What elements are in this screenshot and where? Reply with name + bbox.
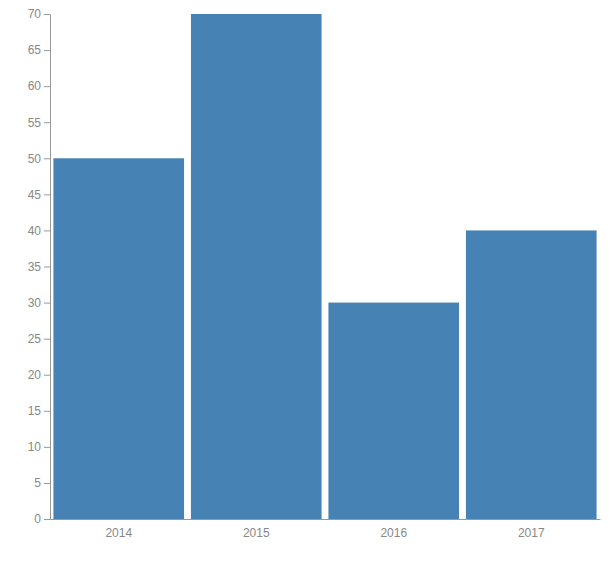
y-tick: 65: [28, 43, 50, 57]
y-tick: 45: [28, 188, 50, 202]
x-tick-label: 2014: [105, 526, 132, 540]
y-tick-label: 10: [28, 440, 42, 454]
y-tick-mark: [44, 267, 50, 268]
y-tick-label: 45: [28, 188, 42, 202]
y-axis-line: [44, 15, 51, 520]
x-axis: 2014 2015 2016 2017: [51, 519, 601, 540]
bar: [466, 230, 597, 519]
y-tick: 30: [28, 296, 50, 310]
y-tick: 70: [28, 7, 50, 21]
y-tick: 50: [28, 152, 50, 166]
y-tick: 40: [28, 224, 50, 238]
y-tick: 60: [28, 79, 50, 93]
y-tick-mark: [44, 122, 50, 123]
x-tick: 2014: [105, 519, 132, 540]
bar: [53, 158, 184, 519]
y-tick-label: 65: [28, 43, 42, 57]
y-tick-mark: [44, 375, 50, 376]
y-tick: 55: [28, 116, 50, 130]
y-tick: 25: [28, 332, 50, 346]
bar: [191, 14, 322, 519]
y-tick-label: 0: [34, 512, 41, 526]
y-tick-label: 35: [28, 260, 42, 274]
y-tick-mark: [44, 447, 50, 448]
plot: 0 5 10 15 20 25 30 35 40 45 50 55 60 65 70 2014 2015 2016…: [28, 7, 601, 539]
y-tick-mark: [44, 14, 50, 15]
x-tick: 2017: [518, 519, 545, 540]
bars: [53, 14, 596, 519]
y-tick-label: 20: [28, 368, 42, 382]
y-tick-mark: [44, 194, 50, 195]
y-tick-mark: [44, 339, 50, 340]
y-tick-mark: [44, 86, 50, 87]
y-tick-label: 5: [34, 476, 41, 490]
y-tick-label: 40: [28, 224, 42, 238]
y-tick-mark: [44, 519, 50, 520]
x-axis-line: [51, 519, 601, 520]
y-tick-mark: [44, 411, 50, 412]
y-tick-mark: [44, 158, 50, 159]
y-tick: 0: [34, 512, 50, 526]
chart: 0 5 10 15 20 25 30 35 40 45 50 55 60 65 70 2014 2015 2016…: [0, 0, 616, 562]
y-tick-label: 50: [28, 152, 42, 166]
y-tick-mark: [44, 230, 50, 231]
x-tick-label: 2017: [518, 526, 545, 540]
y-tick: 15: [28, 404, 50, 418]
y-tick-label: 25: [28, 332, 42, 346]
y-axis: 0 5 10 15 20 25 30 35 40 45 50 55 60 65 70: [28, 7, 51, 526]
y-tick: 5: [34, 476, 50, 490]
y-tick-label: 15: [28, 404, 42, 418]
x-tick: 2016: [380, 519, 407, 540]
y-tick-mark: [44, 50, 50, 51]
y-tick-mark: [44, 303, 50, 304]
bar: [328, 303, 459, 519]
x-tick: 2015: [243, 519, 270, 540]
x-tick-label: 2015: [243, 526, 270, 540]
y-tick: 10: [28, 440, 50, 454]
y-tick-mark: [44, 483, 50, 484]
y-tick-label: 70: [28, 7, 42, 21]
y-tick: 20: [28, 368, 50, 382]
y-tick-label: 55: [28, 116, 42, 130]
y-tick: 35: [28, 260, 50, 274]
x-tick-label: 2016: [380, 526, 407, 540]
y-tick-label: 30: [28, 296, 42, 310]
y-tick-label: 60: [28, 79, 42, 93]
